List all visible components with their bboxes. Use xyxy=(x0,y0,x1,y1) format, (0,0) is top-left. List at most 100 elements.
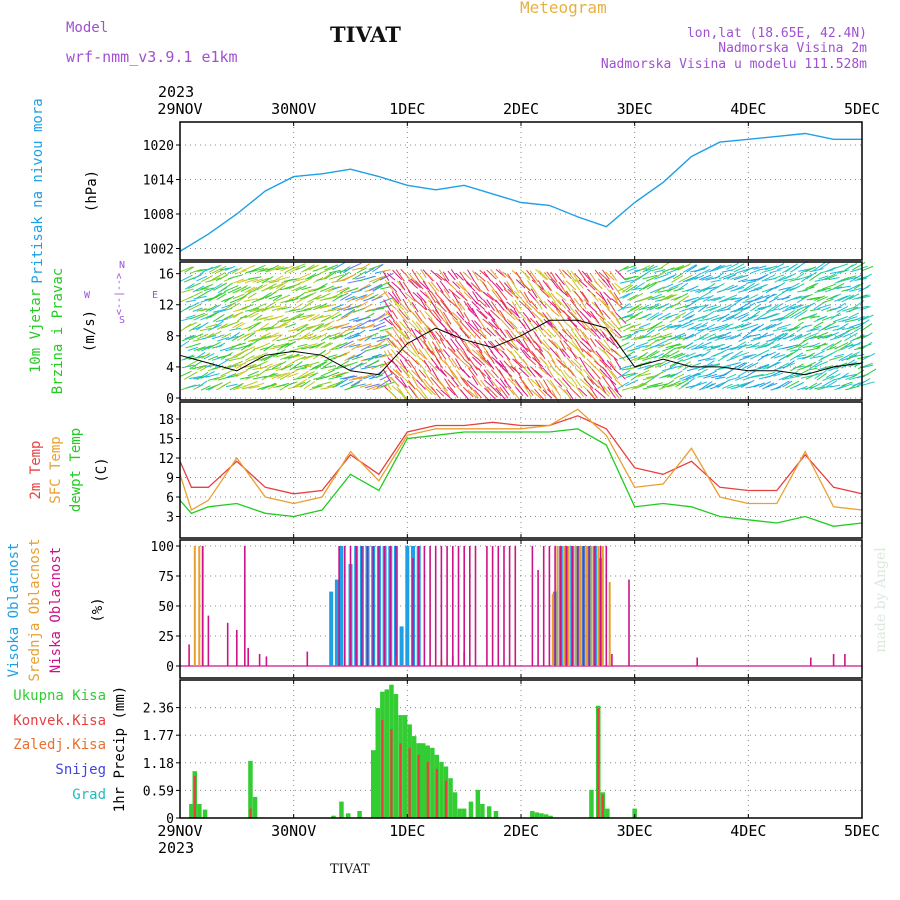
precip-ytick-label: 1.77 xyxy=(143,729,174,744)
wind-barb xyxy=(523,367,532,377)
wind-barb xyxy=(463,312,470,322)
wind-barb xyxy=(232,321,243,329)
wind-barb xyxy=(459,347,470,362)
wind-barb xyxy=(609,289,619,305)
wind-barb xyxy=(729,376,741,381)
wind-barb xyxy=(340,330,355,338)
wind-barb xyxy=(205,373,220,378)
wind-barb xyxy=(545,282,553,292)
wind-barb xyxy=(320,342,332,349)
wind-barb xyxy=(256,277,270,284)
wind-barb xyxy=(694,342,704,349)
precip-bar xyxy=(371,750,376,818)
wind-barb xyxy=(316,322,331,331)
precip-bar xyxy=(197,804,202,818)
wind-barb xyxy=(841,381,853,387)
wind-barb xyxy=(427,317,437,327)
wind-barb xyxy=(805,313,818,319)
wind-barb xyxy=(185,314,196,319)
precip-bar xyxy=(202,809,208,818)
wind-barb xyxy=(199,327,212,332)
wind-barb xyxy=(244,286,256,294)
wind-barb xyxy=(252,382,265,388)
wind-barb xyxy=(366,384,381,391)
wind-barb xyxy=(470,366,478,376)
wind-barb xyxy=(252,375,267,380)
wind-barb xyxy=(448,311,458,321)
wind-barb xyxy=(705,370,717,377)
wind-barb xyxy=(573,273,582,282)
wind-barb xyxy=(356,343,372,348)
wind-barb xyxy=(527,280,537,294)
wind-barb xyxy=(439,368,448,378)
wind-barb xyxy=(256,342,271,350)
wind-barb xyxy=(245,307,260,312)
wind-barb xyxy=(451,292,460,304)
wind-barb xyxy=(411,376,419,388)
wind-barb xyxy=(301,286,312,291)
wind-barb xyxy=(581,270,593,283)
wind-barb xyxy=(197,268,208,272)
wind-barb xyxy=(379,304,393,309)
precip-legend-0: Ukupna Kisa xyxy=(13,688,106,704)
wind-barb xyxy=(514,299,522,311)
wind-barb xyxy=(383,360,393,375)
wind-barb xyxy=(590,321,599,332)
wind-barb xyxy=(293,363,309,369)
cloud-bar xyxy=(247,648,249,666)
wind-barb xyxy=(667,380,681,388)
wind-barb xyxy=(255,361,268,367)
wind-barb xyxy=(201,352,211,359)
wind-barb xyxy=(490,301,500,313)
wind-barb xyxy=(509,376,521,388)
compass-w: W xyxy=(84,290,91,301)
precip-bar xyxy=(248,760,253,818)
wind-barb xyxy=(571,279,581,291)
wind-barb xyxy=(506,357,515,370)
wind-barb xyxy=(391,297,401,311)
wind-barb xyxy=(236,369,249,378)
wind-barb xyxy=(486,292,498,303)
wind-barb xyxy=(347,322,363,330)
wind-barb xyxy=(595,320,607,331)
wind-barb xyxy=(697,357,712,362)
wind-barb xyxy=(595,291,606,301)
cloud-bar xyxy=(486,546,488,666)
cloud-bar xyxy=(531,546,534,666)
wind-barb xyxy=(208,264,222,273)
wind-barb xyxy=(443,288,451,299)
wind-barb xyxy=(297,273,310,280)
wind-barb xyxy=(328,292,344,300)
wind-barb xyxy=(191,365,206,370)
wind-barb xyxy=(348,287,359,293)
wind-barb xyxy=(597,379,607,394)
wind-barb xyxy=(412,291,423,301)
wind-barb xyxy=(549,347,561,360)
wind-barb xyxy=(586,358,596,369)
wind-barb xyxy=(523,291,532,304)
wind-barb xyxy=(418,337,428,348)
wind-barb xyxy=(368,293,379,300)
wind-barb xyxy=(415,337,424,349)
wind-barb xyxy=(376,274,387,282)
wind-barb xyxy=(211,265,227,274)
wind-barb xyxy=(482,281,490,292)
wind-barb xyxy=(825,332,839,339)
cloud-unit: (%) xyxy=(90,597,106,622)
wind-barb xyxy=(786,349,799,358)
wind-barb xyxy=(179,340,190,348)
wind-barb xyxy=(463,340,473,354)
wind-barb xyxy=(399,359,409,373)
wind-barb xyxy=(247,340,258,348)
wind-barb xyxy=(319,304,336,309)
wind-barb xyxy=(451,377,459,387)
wind-barb xyxy=(200,284,213,290)
wind-barb xyxy=(685,314,695,319)
wind-barb xyxy=(702,282,716,292)
wind-barb xyxy=(390,376,400,387)
cloud-grid xyxy=(180,540,862,678)
wind-barb xyxy=(570,359,583,371)
precip-bar xyxy=(475,789,481,818)
wind-barb xyxy=(655,359,669,368)
wind-barb xyxy=(462,386,474,398)
